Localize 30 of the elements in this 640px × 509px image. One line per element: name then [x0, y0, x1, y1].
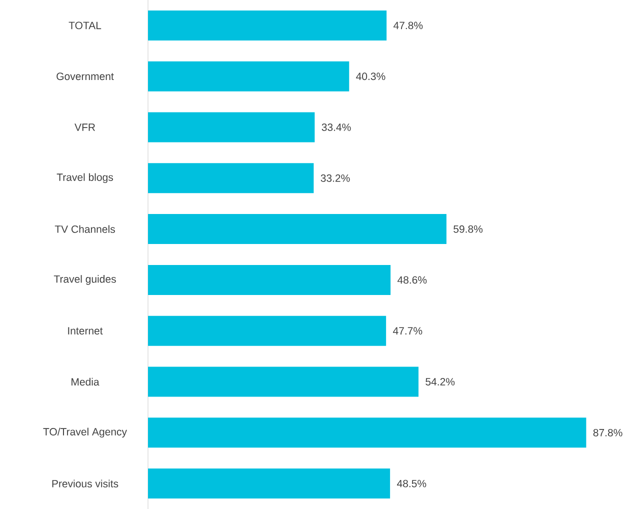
- bar: [148, 61, 350, 92]
- data-label: 48.5%: [396, 480, 426, 488]
- bar: [148, 10, 387, 40]
- y-tick-label: TOTAL: [68, 22, 102, 30]
- y-tick-label: TV Channels: [54, 225, 115, 233]
- data-label: 48.6%: [397, 276, 427, 284]
- bar: [148, 468, 390, 499]
- y-tick-label: TO/Travel Agency: [43, 428, 127, 438]
- data-label: 59.8%: [454, 225, 483, 233]
- data-label: 33.2%: [320, 174, 350, 182]
- bar: [148, 418, 586, 448]
- y-tick-label: VFR: [74, 124, 96, 131]
- bar: [148, 366, 418, 397]
- y-tick-label: Government: [56, 72, 114, 80]
- data-label: 47.8%: [393, 22, 423, 30]
- y-tick-label: Travel guides: [54, 275, 116, 285]
- data-label: 40.3%: [356, 72, 386, 80]
- data-label: 33.4%: [322, 124, 351, 131]
- y-tick-label: Media: [72, 378, 100, 386]
- data-label: 87.8%: [593, 428, 622, 436]
- y-tick-label: Travel blogs: [56, 173, 114, 184]
- bar: [148, 264, 391, 295]
- bar: [148, 316, 386, 346]
- bar: [148, 112, 315, 142]
- y-tick-label: Previous visits: [52, 480, 118, 488]
- data-label: 54.2%: [426, 378, 455, 386]
- bar: [148, 214, 446, 244]
- bar: [148, 163, 314, 194]
- y-tick-label: Internet: [68, 327, 103, 335]
- data-label: 47.7%: [392, 327, 422, 335]
